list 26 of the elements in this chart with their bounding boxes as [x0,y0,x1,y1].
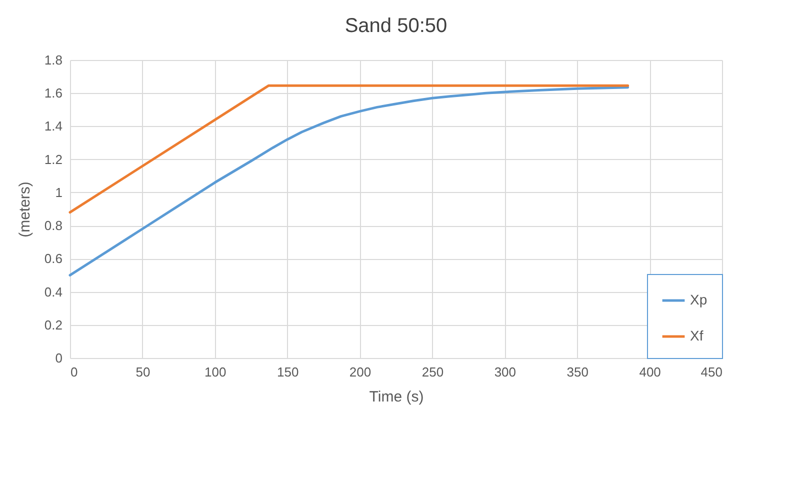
chart-title: Sand 50:50 [344,15,448,37]
y-tick-label: 0.2 [44,317,62,332]
y-tick-label: 0.4 [44,284,62,300]
x-tick-label: 350 [566,364,588,380]
y-tick-label: 1.6 [44,86,62,101]
legend-label: Xf [690,328,704,344]
y-axis-title: (meters) [16,182,34,238]
x-tick-label: 450 [700,364,722,380]
y-tick-label: 1 [55,184,62,200]
y-tick-label: 0.6 [44,251,62,266]
x-tick-label: 100 [204,364,226,380]
x-tick-label: 50 [136,364,150,380]
y-tick-label: 1.4 [44,118,62,134]
x-tick-label: 400 [639,364,661,380]
y-tick-label: 1.8 [44,52,62,68]
x-tick-label: 300 [494,364,516,380]
x-axis-title: Time (s) [369,388,424,406]
x-tick-label: 0 [70,364,78,380]
line-series [68,86,630,276]
y-tick-label: 0.8 [44,218,62,234]
x-tick-label: 250 [422,364,444,380]
y-tick-label: 0 [55,350,62,366]
legend-label: Xp [690,292,708,308]
x-tick-label: 200 [349,364,372,380]
x-tick-label: 150 [276,364,299,380]
y-tick-label: 1.2 [44,152,62,167]
